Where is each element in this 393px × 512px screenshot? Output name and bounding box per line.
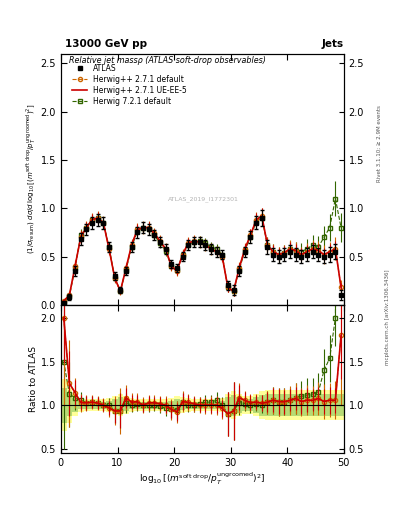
Text: Relative jet massρ (ATLAS soft-drop observables): Relative jet massρ (ATLAS soft-drop obse… [70,56,266,65]
Legend: ATLAS, Herwig++ 2.7.1 default, Herwig++ 2.7.1 UE-EE-5, Herwig 7.2.1 default: ATLAS, Herwig++ 2.7.1 default, Herwig++ … [70,62,189,108]
Text: mcplots.cern.ch [arXiv:1306.3436]: mcplots.cern.ch [arXiv:1306.3436] [385,270,389,365]
Text: ATLAS_2019_I1772301: ATLAS_2019_I1772301 [169,197,239,202]
Text: Rivet 3.1.10; ≥ 2.9M events: Rivet 3.1.10; ≥ 2.9M events [377,105,382,182]
Text: Jets: Jets [322,38,344,49]
Text: 13000 GeV pp: 13000 GeV pp [65,38,147,49]
Y-axis label: $(1/\sigma_{\rm resum})\ d\sigma/d\,\log_{10}[(m^{\rm soft\ drop}/p_T^{\rm ungro: $(1/\sigma_{\rm resum})\ d\sigma/d\,\log… [24,104,38,254]
X-axis label: $\log_{10}[(m^{\rm soft\ drop}/p_T^{\rm ungroomed})^2]$: $\log_{10}[(m^{\rm soft\ drop}/p_T^{\rm … [139,471,266,487]
Y-axis label: Ratio to ATLAS: Ratio to ATLAS [29,346,38,412]
